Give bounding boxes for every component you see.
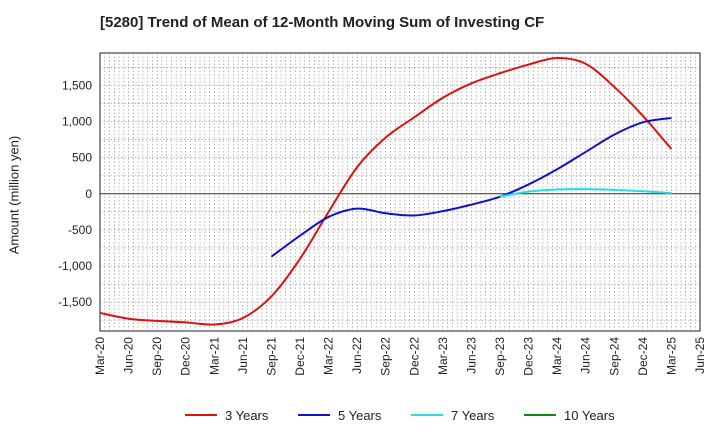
x-tick-label: Mar-20 [93,337,107,375]
x-tick-label: Dec-24 [636,337,650,376]
legend-label-10-years: 10 Years [564,408,615,423]
x-tick-label: Dec-23 [522,337,536,376]
series-line-7-years [499,188,672,198]
y-tick-label: -500 [68,223,92,237]
x-tick-label: Dec-22 [407,337,421,376]
y-tick-label: -1,000 [58,259,92,273]
x-tick-labels: Mar-20 Jun-20 Sep-20 Dec-20 Mar-21 Jun-21 Sep-… [93,337,707,376]
chart-title: [5280] Trend of Mean of 12-Month Moving … [100,14,545,31]
y-tick-label: 0 [85,187,92,201]
y-tick-labels: 1,500 1,000 500 0 -500 -1,000 -1,500 [58,78,92,309]
x-tick-label: Mar-22 [322,337,336,375]
x-tick-label: Sep-23 [493,337,507,376]
grid-lines [100,53,700,331]
x-tick-label: Jun-24 [579,337,593,374]
x-tick-label: Mar-25 [664,337,678,375]
x-tick-label: Jun-20 [122,337,136,374]
y-tick-label: 1,500 [62,78,92,92]
x-tick-label: Mar-23 [436,337,450,375]
legend-label-5-years: 5 Years [338,408,382,423]
x-tick-label: Jun-25 [693,337,707,374]
series-lines [99,57,673,326]
x-tick-label: Jun-22 [350,337,364,374]
series-line-5-years [270,116,672,258]
x-tick-label: Sep-24 [607,337,621,376]
y-tick-label: 1,000 [62,115,92,129]
x-tick-label: Mar-21 [207,337,221,375]
y-tick-label: 500 [72,151,92,165]
x-tick-label: Dec-20 [179,337,193,376]
legend: 3 Years 5 Years 7 Years 10 Years [185,408,615,423]
x-tick-label: Dec-21 [293,337,307,376]
x-tick-label: Sep-20 [150,337,164,376]
x-tick-label: Sep-22 [379,337,393,376]
x-tick-label: Mar-24 [550,337,564,375]
legend-label-3-years: 3 Years [225,408,269,423]
plot-area [99,52,701,332]
legend-label-7-years: 7 Years [451,408,495,423]
series-line-3-years [99,57,673,326]
y-tick-label: -1,500 [58,295,92,309]
x-tick-label: Jun-21 [236,337,250,374]
x-tick-label: Jun-23 [464,337,478,374]
x-tick-label: Sep-21 [264,337,278,376]
